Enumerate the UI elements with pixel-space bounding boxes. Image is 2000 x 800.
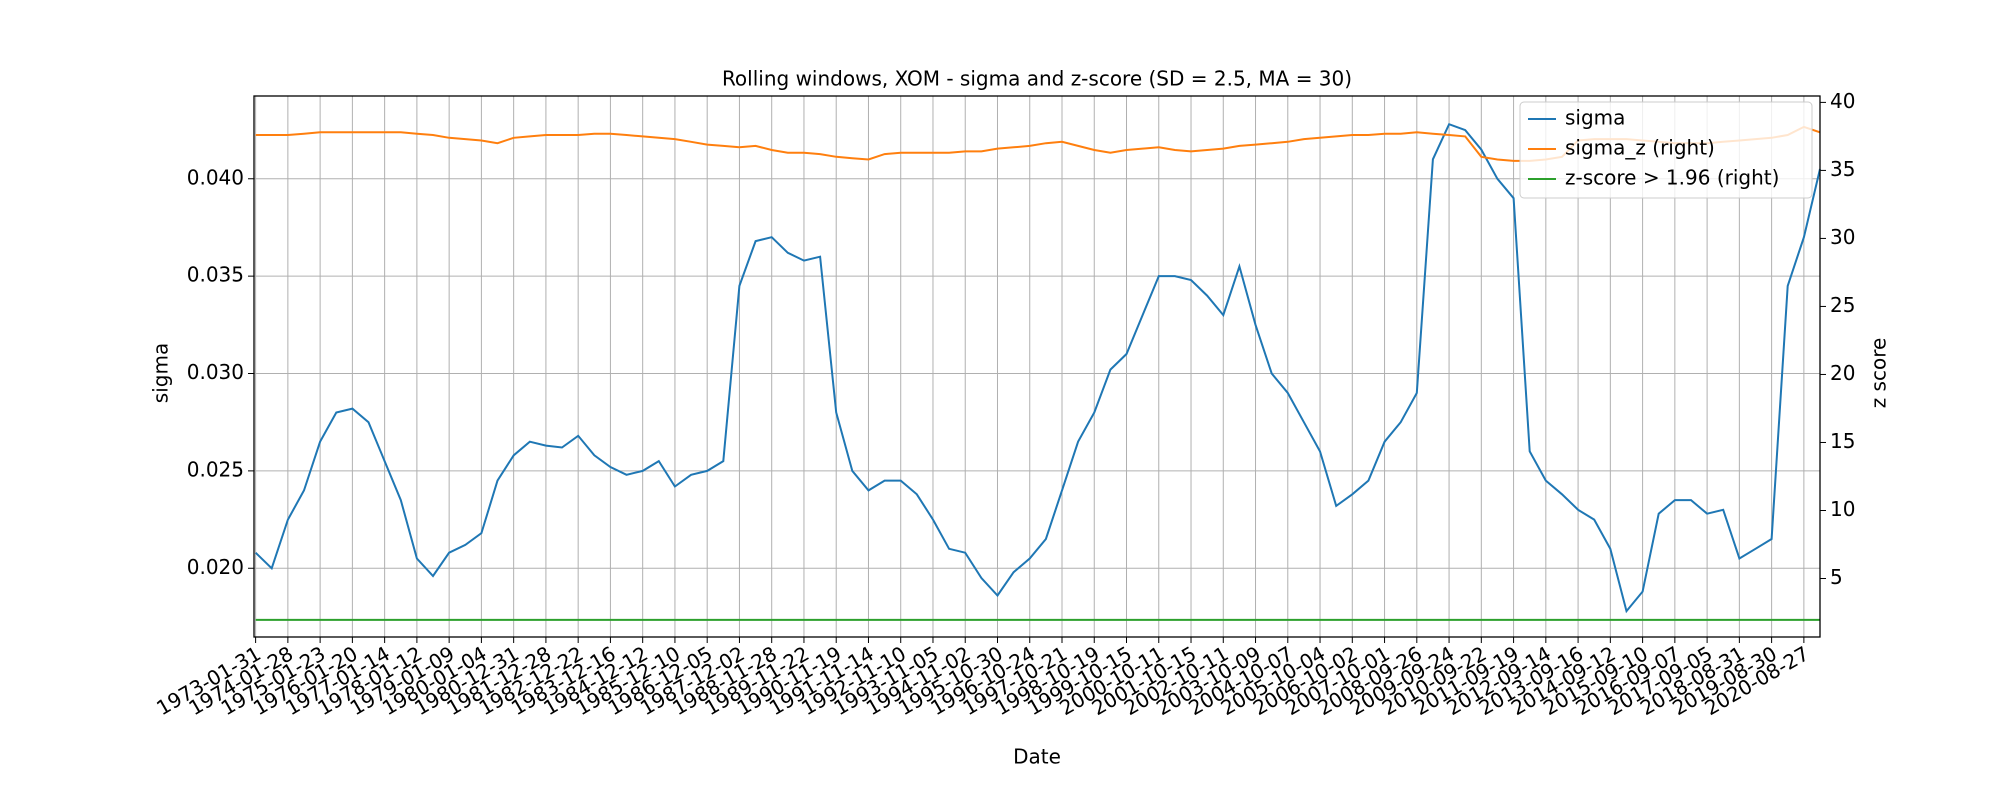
y2-tick-label: 10	[1830, 497, 1855, 521]
x-axis-label: Date	[1013, 745, 1061, 769]
y2-tick-label: 30	[1830, 225, 1855, 249]
y2-tick-label: 25	[1830, 293, 1855, 317]
y-tick-label: 0.025	[187, 457, 244, 481]
legend-label: sigma_z (right)	[1565, 136, 1715, 160]
y-tick-label: 0.035	[187, 263, 244, 287]
plot-frame	[253, 95, 1821, 638]
y2-tick-label: 35	[1830, 157, 1855, 181]
y2-axis-label: z score	[1867, 338, 1891, 409]
y-tick-label: 0.040	[187, 165, 244, 189]
y-axis-label: sigma	[149, 343, 173, 403]
chart-title: Rolling windows, XOM - sigma and z-score…	[722, 67, 1352, 91]
legend-label: z-score > 1.96 (right)	[1565, 166, 1779, 190]
y-tick-label: 0.030	[187, 360, 244, 384]
legend: sigma sigma_z (right) z-score > 1.96 (righ…	[1519, 101, 1813, 199]
y-tick-label: 0.020	[187, 555, 244, 579]
y2-tick-label: 20	[1830, 361, 1855, 385]
y2-tick-label: 40	[1830, 89, 1855, 113]
y2-tick-label: 15	[1830, 429, 1855, 453]
y2-tick-label: 5	[1830, 565, 1843, 589]
series-line	[254, 122, 1821, 614]
legend-label: sigma	[1565, 106, 1625, 130]
legend-box	[1519, 101, 1813, 199]
